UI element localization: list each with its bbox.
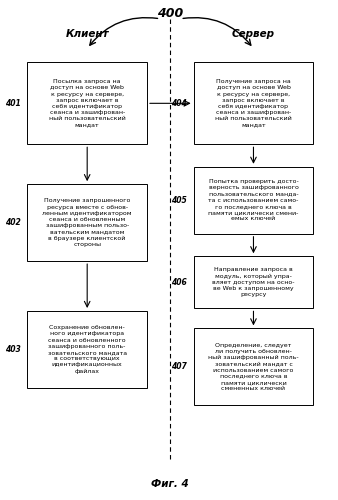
Text: 405: 405 xyxy=(171,196,187,205)
FancyBboxPatch shape xyxy=(194,166,313,234)
FancyBboxPatch shape xyxy=(27,311,147,388)
Text: 400: 400 xyxy=(157,8,184,20)
FancyBboxPatch shape xyxy=(27,62,147,144)
FancyBboxPatch shape xyxy=(27,184,147,261)
Text: Сервер: Сервер xyxy=(232,28,275,38)
Text: 407: 407 xyxy=(171,362,187,372)
Text: Определение, следует
ли получить обновлен-
ный зашифрованный поль-
зовательский : Определение, следует ли получить обновле… xyxy=(208,342,299,391)
Text: Получение запрошенного
ресурса вместе с обнов-
ленным идентификатором
сеанса и о: Получение запрошенного ресурса вместе с … xyxy=(43,198,132,247)
FancyBboxPatch shape xyxy=(194,62,313,144)
Text: Сохранение обновлен-
ного идентификатора
сеанса и обновленного
зашифрованного по: Сохранение обновлен- ного идентификатора… xyxy=(48,325,127,374)
Text: 403: 403 xyxy=(5,345,21,354)
Text: Посылка запроса на
доступ на основе Web
к ресурсу на сервере,
запрос включает в
: Посылка запроса на доступ на основе Web … xyxy=(49,79,125,128)
Text: 406: 406 xyxy=(171,278,187,287)
Text: Клиент: Клиент xyxy=(66,28,109,38)
Text: 402: 402 xyxy=(5,218,21,227)
Text: Фиг. 4: Фиг. 4 xyxy=(151,478,189,488)
FancyBboxPatch shape xyxy=(194,256,313,308)
Text: Получение запроса на
доступ на основе Web
к ресурсу на сервере,
запрос включает : Получение запроса на доступ на основе We… xyxy=(215,79,292,128)
Text: 404: 404 xyxy=(171,99,187,108)
FancyBboxPatch shape xyxy=(194,328,313,406)
Text: 401: 401 xyxy=(5,99,21,108)
Text: Направление запроса в
модуль, который упра-
вляет доступом на осно-
ве Web к зап: Направление запроса в модуль, который уп… xyxy=(212,268,295,298)
Text: Попытка проверить досто-
верность зашифрованного
пользовательского манда-
та с и: Попытка проверить досто- верность зашифр… xyxy=(208,179,299,222)
